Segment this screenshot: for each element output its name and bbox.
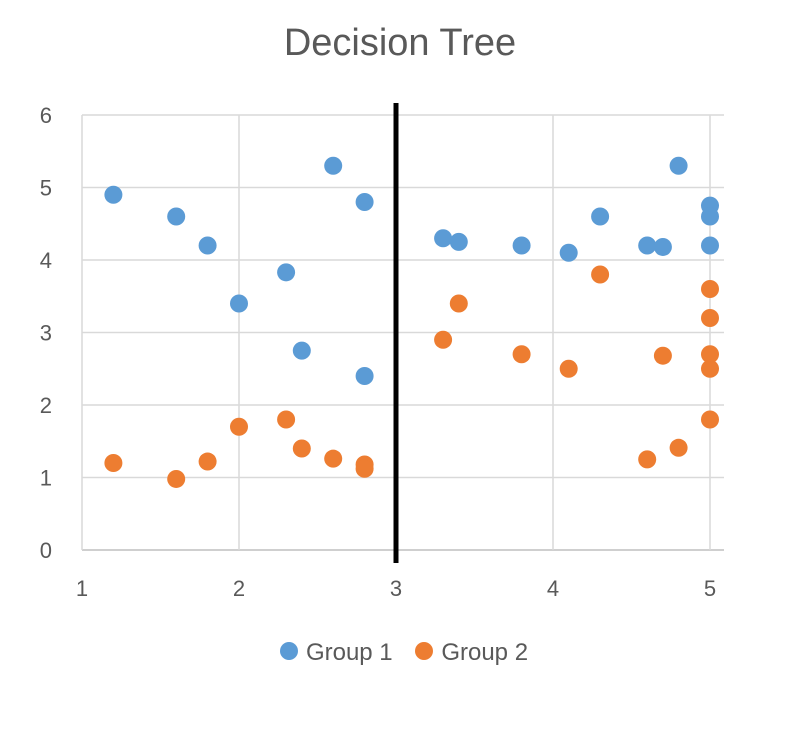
data-points <box>104 156 719 488</box>
point-group-1 <box>701 236 719 255</box>
y-tick-label: 6 <box>40 103 52 128</box>
point-group-2 <box>701 359 719 378</box>
point-group-2 <box>512 345 531 364</box>
legend: Group 1 Group 2 <box>0 638 808 667</box>
y-tick-label: 2 <box>40 393 52 418</box>
y-tick-label: 1 <box>40 466 52 491</box>
point-group-2 <box>701 410 719 429</box>
point-group-2 <box>167 469 186 488</box>
point-group-2 <box>669 438 688 457</box>
legend-marker-group-1 <box>279 642 298 661</box>
point-group-1 <box>167 207 186 226</box>
point-group-2 <box>230 417 248 436</box>
y-axis-ticks: 0 1 2 3 4 5 6 <box>40 103 52 563</box>
point-group-1 <box>434 229 453 248</box>
y-tick-label: 3 <box>40 321 52 346</box>
legend-item-group-1: Group 1 <box>279 638 393 667</box>
point-group-2 <box>324 449 343 468</box>
point-group-1 <box>324 156 343 175</box>
chart-title: Decision Tree <box>283 22 517 64</box>
x-tick-label: 4 <box>547 576 559 601</box>
legend-marker-group-2 <box>415 642 434 661</box>
point-group-1 <box>230 294 248 313</box>
x-tick-label: 2 <box>233 576 245 601</box>
point-group-2 <box>104 454 123 472</box>
point-group-1 <box>653 237 672 256</box>
point-group-2 <box>701 309 719 327</box>
point-group-2 <box>653 346 672 365</box>
x-tick-label: 3 <box>390 576 402 601</box>
point-group-1 <box>198 236 217 255</box>
point-group-1 <box>701 207 719 226</box>
point-group-1 <box>638 236 657 255</box>
y-tick-label: 0 <box>40 538 52 563</box>
point-group-2 <box>198 452 217 471</box>
point-group-2 <box>277 410 296 429</box>
point-group-2 <box>292 439 311 458</box>
point-group-2 <box>434 330 453 349</box>
point-group-2 <box>559 359 578 378</box>
x-axis-ticks: 1 2 3 4 5 <box>76 576 716 601</box>
point-group-2 <box>701 280 719 298</box>
point-group-2 <box>638 450 657 469</box>
legend-label-group-1: Group 1 <box>305 638 393 666</box>
point-group-1 <box>292 341 311 360</box>
x-tick-label: 5 <box>704 576 716 601</box>
legend-item-group-2: Group 2 <box>415 639 528 667</box>
y-tick-label: 5 <box>40 176 52 201</box>
point-group-1 <box>449 232 468 251</box>
x-tick-label: 1 <box>76 576 88 601</box>
point-group-2 <box>591 265 610 284</box>
legend-label-group-2: Group 2 <box>441 638 529 666</box>
point-group-1 <box>355 193 374 211</box>
point-group-2 <box>449 294 468 313</box>
y-tick-label: 4 <box>40 248 52 273</box>
point-group-1 <box>591 207 610 226</box>
point-group-1 <box>355 367 374 385</box>
point-group-1 <box>512 236 531 255</box>
point-group-2 <box>701 345 719 364</box>
point-group-1 <box>104 185 123 204</box>
point-group-1 <box>669 156 688 175</box>
point-group-1 <box>277 263 296 282</box>
point-group-1 <box>559 243 578 262</box>
point-group-2 <box>355 459 374 478</box>
